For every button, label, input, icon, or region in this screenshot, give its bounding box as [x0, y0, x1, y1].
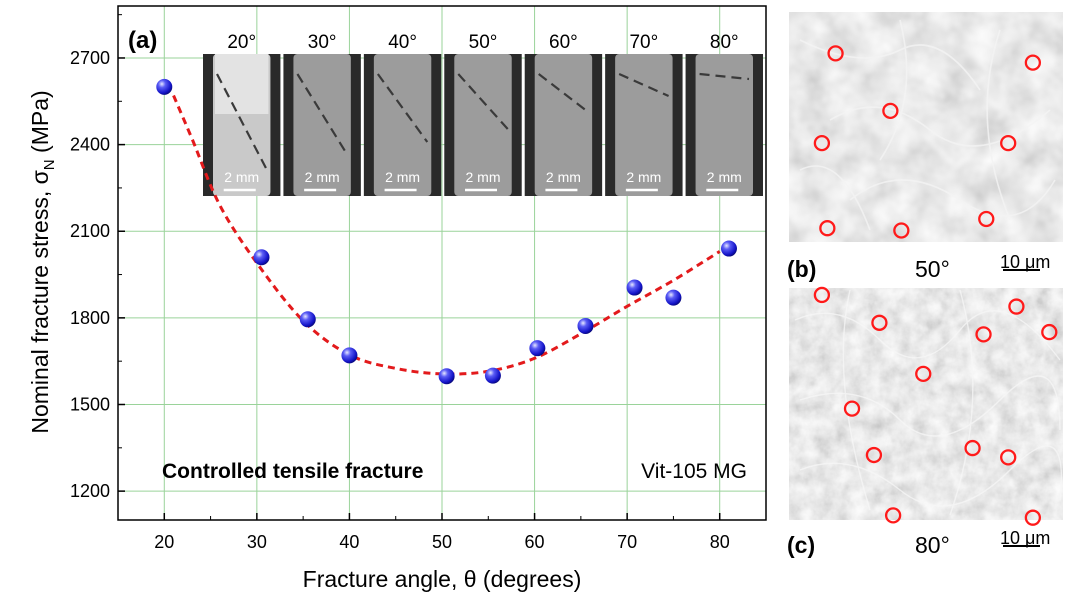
- specimen-body-3: [454, 54, 512, 196]
- micrograph-c-image: [789, 288, 1063, 520]
- data-point-0: [156, 78, 173, 95]
- circlesB-circle-7: [978, 210, 995, 228]
- x-tick-label-5: 70: [617, 532, 637, 552]
- x-tick-label-3: 50: [432, 532, 452, 552]
- y-tick-label-3: 2100: [70, 221, 110, 241]
- specimen-body-5: [615, 54, 673, 196]
- x-tick-label-0: 20: [154, 532, 174, 552]
- fit-curve: [172, 94, 721, 376]
- specimen-panel-6: 80° 2 mm: [685, 32, 763, 196]
- micrograph-b-markers: [813, 45, 1042, 239]
- circlesC-circle-1: [871, 314, 888, 331]
- inset-scale-label-5: 2 mm: [626, 169, 661, 185]
- inset-scale-label-0: 2 mm: [224, 169, 259, 185]
- y-tick-label-5: 2700: [70, 48, 110, 68]
- circlesC-circle-9: [1000, 449, 1017, 466]
- annotation-material: Vit-105 MG: [641, 460, 747, 483]
- specimen-crack-2: [376, 73, 429, 143]
- inset-scale-label-1: 2 mm: [305, 169, 340, 185]
- specimen-crack-3: [457, 73, 509, 130]
- circlesB-circle-2: [882, 102, 899, 120]
- specimen-highlight-0: [215, 54, 269, 114]
- circlesC-circle-10: [884, 507, 902, 524]
- circlesC-circle-7: [865, 446, 883, 464]
- circlesC-circle-2: [1008, 298, 1025, 315]
- data-point-5: [484, 367, 501, 384]
- panel-label-a: (a): [128, 27, 157, 54]
- x-axis-label: Fracture angle, θ (degrees): [303, 566, 582, 592]
- circlesB-circle-1: [1024, 54, 1042, 71]
- circlesB-circle-5: [819, 220, 836, 237]
- inset-scale-label-6: 2 mm: [707, 169, 742, 185]
- inset-scale-label-2: 2 mm: [385, 169, 420, 185]
- specimen-crack-5: [618, 72, 670, 98]
- x-tick-label-4: 60: [525, 532, 545, 552]
- x-axis-ticks: 20 30 40 50 60 70 80: [154, 513, 730, 552]
- specimen-panel-3: 50° 2 mm: [444, 32, 522, 196]
- inset-scale-label-3: 2 mm: [466, 169, 501, 185]
- panel-label-b: (b): [787, 256, 816, 282]
- specimen-panel-2: 40° 2 mm: [363, 32, 442, 196]
- fracture-stress-chart: 20° 2 mm 30° 2 mm 40° 2 mm 50° 2 mm 60° 2 mm 70° 2 …: [27, 5, 767, 592]
- specimen-panel-4: 60° 2 mm: [524, 32, 603, 196]
- circlesB-circle-6: [893, 222, 910, 239]
- data-point-1: [253, 249, 270, 266]
- inset-angle-label-6: 80°: [710, 32, 739, 53]
- data-point-8: [626, 279, 643, 296]
- circlesB-circle-0: [827, 45, 844, 62]
- inset-angle-label-4: 60°: [549, 32, 578, 53]
- circlesC-circle-11: [1024, 509, 1042, 526]
- data-point-4: [438, 368, 455, 385]
- circlesC-circle-6: [843, 400, 861, 417]
- y-tick-label-2: 1800: [70, 308, 110, 328]
- data-points: [156, 78, 737, 385]
- micrograph-c-angle: 80°: [915, 532, 950, 558]
- data-point-10: [720, 240, 737, 257]
- y-tick-label-4: 2400: [70, 135, 110, 155]
- specimen-panel-5: 70° 2 mm: [605, 32, 683, 196]
- specimen-crack-0: [216, 73, 268, 170]
- x-tick-label-2: 40: [339, 532, 359, 552]
- inset-angle-label-2: 40°: [388, 32, 417, 53]
- data-point-6: [529, 340, 546, 357]
- circlesB-circle-4: [1000, 134, 1017, 152]
- specimen-body-4: [534, 54, 593, 196]
- micrograph-b-angle: 50°: [915, 256, 950, 282]
- micrograph-b-scale-label: 10 μm: [1000, 252, 1050, 272]
- data-point-2: [299, 311, 316, 328]
- x-tick-label-1: 30: [247, 532, 267, 552]
- y-tick-label-1: 1500: [70, 394, 110, 414]
- inset-angle-label-3: 50°: [469, 32, 498, 53]
- specimen-panel-0: 20° 2 mm: [203, 32, 281, 196]
- data-point-7: [577, 317, 594, 334]
- circlesB-circle-3: [813, 134, 831, 152]
- specimen-body-6: [695, 54, 753, 196]
- inset-angle-label-0: 20°: [227, 32, 256, 53]
- specimen-crack-6: [699, 72, 750, 81]
- x-tick-label-6: 80: [710, 532, 730, 552]
- specimen-inset: 20° 2 mm 30° 2 mm 40° 2 mm 50° 2 mm 60° 2 mm 70° 2 …: [203, 32, 763, 196]
- y-tick-label-0: 1200: [70, 481, 110, 501]
- specimen-crack-4: [538, 73, 589, 113]
- micrograph-c-markers: [813, 286, 1058, 526]
- circlesC-circle-8: [964, 439, 981, 457]
- annotation-controlled-tensile-fracture: Controlled tensile fracture: [162, 460, 423, 483]
- micrograph-c: (c) 80° 10 μm: [787, 286, 1063, 558]
- specimen-panel-1: 30° 2 mm: [283, 32, 361, 196]
- circlesC-circle-4: [1041, 323, 1058, 341]
- inset-angle-label-1: 30°: [308, 32, 337, 53]
- micrograph-c-scale-label: 10 μm: [1000, 528, 1050, 548]
- y-axis-ticks: 1200 1500 1800 2100 2400 2700: [70, 14, 125, 501]
- data-point-9: [665, 289, 682, 306]
- inset-scale-label-4: 2 mm: [546, 169, 581, 185]
- y-axis-label: Nominal fracture stress, σN (MPa): [27, 90, 58, 433]
- micrograph-b: (b) 50° 10 μm: [787, 12, 1063, 282]
- data-point-3: [341, 347, 358, 364]
- circlesC-circle-0: [813, 286, 831, 304]
- circlesC-circle-5: [915, 365, 932, 382]
- panel-label-c: (c): [787, 532, 815, 558]
- circlesC-circle-3: [975, 326, 992, 343]
- inset-angle-label-5: 70°: [629, 32, 658, 53]
